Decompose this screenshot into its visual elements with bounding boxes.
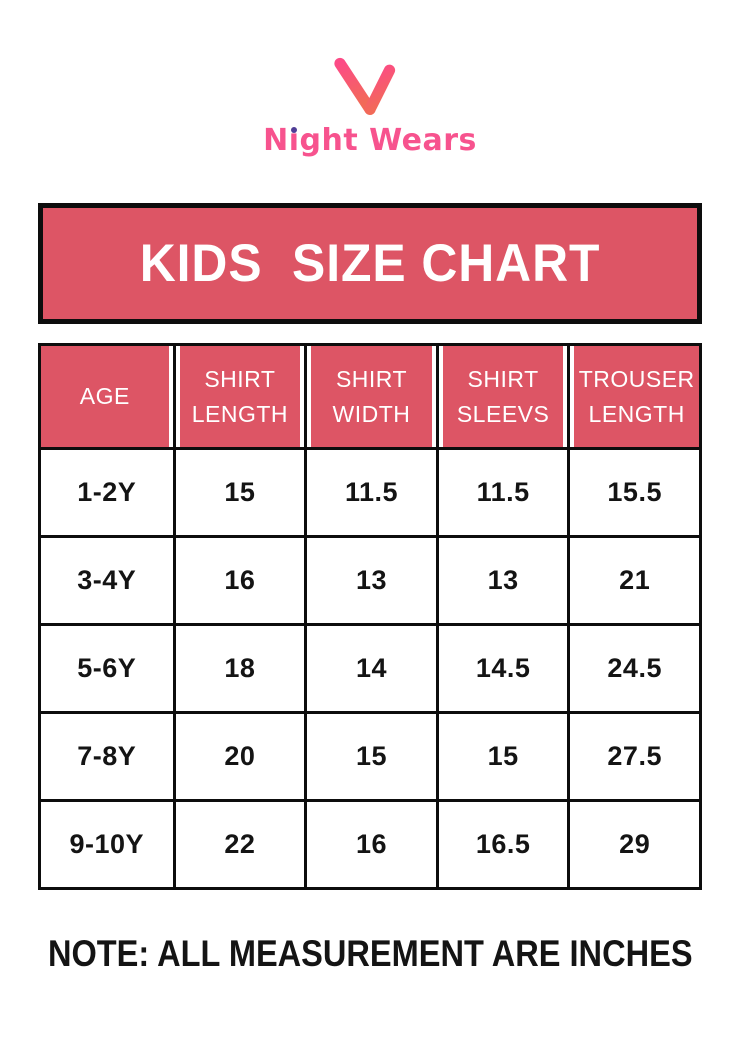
measurement-cell: 22 [172, 799, 305, 887]
measurement-cell: 16 [304, 799, 436, 887]
measurement-cell: 16 [172, 535, 305, 623]
measurement-cell: 29 [567, 799, 699, 887]
measurement-cell: 15 [304, 711, 436, 799]
measurement-cell: 24.5 [567, 623, 699, 711]
measurement-cell: 15 [435, 711, 568, 799]
measurement-cell: 16.5 [435, 799, 568, 887]
column-header-age: AGE [41, 346, 173, 447]
column-header-trouser-length: TROUSER LENGTH [567, 346, 699, 447]
column-header-label: AGE [41, 346, 169, 447]
measurement-cell: 14.5 [435, 623, 568, 711]
age-cell: 9-10Y [41, 799, 173, 887]
age-cell: 5-6Y [41, 623, 173, 711]
column-header-label: TROUSER LENGTH [574, 346, 699, 447]
measurement-note-text: NOTE: ALL MEASUREMENT ARE INCHES [47, 933, 693, 974]
measurement-cell: 18 [172, 623, 305, 711]
age-cell: 3-4Y [41, 535, 173, 623]
brand-wordmark-pre: N [263, 123, 289, 158]
chart-title: KIDS SIZE CHART [139, 234, 601, 293]
measurement-note: NOTE: ALL MEASUREMENT ARE INCHES [0, 933, 740, 975]
measurement-cell: 20 [172, 711, 305, 799]
age-cell: 1-2Y [41, 447, 173, 535]
column-header-shirt-width: SHIRT WIDTH [304, 346, 436, 447]
measurement-cell: 15.5 [567, 447, 699, 535]
measurement-cell: 21 [567, 535, 699, 623]
column-header-label: SHIRT WIDTH [311, 346, 432, 447]
column-header-shirt-sleeves: SHIRT SLEEVS [435, 346, 568, 447]
measurement-cell: 27.5 [567, 711, 699, 799]
column-header-label: SHIRT LENGTH [179, 346, 301, 447]
measurement-cell: 13 [435, 535, 568, 623]
measurement-cell: 14 [304, 623, 436, 711]
age-cell: 7-8Y [41, 711, 173, 799]
brand-wordmark-i: ı [288, 123, 300, 158]
column-header-label: SHIRT SLEEVS [442, 346, 564, 447]
size-table: AGE SHIRT LENGTH SHIRT WIDTH SHIRT SLEEV… [38, 343, 702, 890]
chart-title-banner: KIDS SIZE CHART [38, 203, 702, 324]
nightwears-monogram-icon [334, 55, 405, 115]
measurement-cell: 15 [172, 447, 305, 535]
measurement-cell: 11.5 [304, 447, 436, 535]
measurement-cell: 11.5 [435, 447, 568, 535]
measurement-cell: 13 [304, 535, 436, 623]
i-dot [291, 127, 298, 133]
brand-wordmark-post: ght Wears [299, 123, 477, 158]
column-header-shirt-length: SHIRT LENGTH [172, 346, 305, 447]
